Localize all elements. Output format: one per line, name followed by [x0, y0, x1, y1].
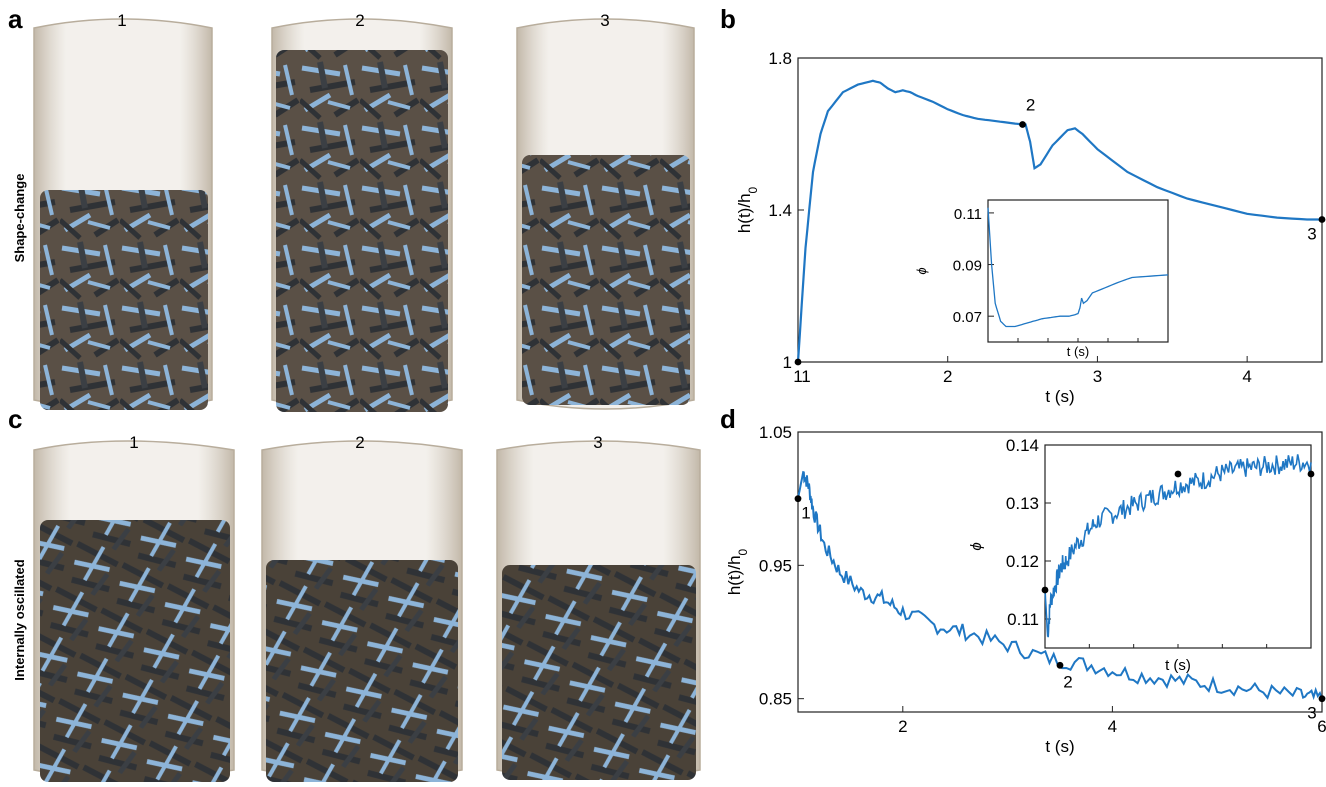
- d-inset-ytick-label: 0.13: [1006, 494, 1039, 513]
- b-inset-ytick-label: 0.09: [953, 258, 982, 275]
- column-label-c2: 2: [355, 433, 364, 452]
- column-label-c3: 3: [593, 433, 602, 452]
- panel-label-b: b: [720, 4, 736, 34]
- b-main-series-line: [796, 79, 1322, 363]
- d-inset-xlabel: t (s): [1165, 657, 1191, 674]
- container-c1: [33, 440, 235, 782]
- row-label-shape-change: Shape-change: [12, 174, 27, 263]
- row-label-internally-oscillated: Internally oscillated: [12, 559, 27, 680]
- d-main-ytick-label: 0.85: [759, 690, 792, 709]
- d-main-marker-label: 3: [1307, 704, 1316, 723]
- d-inset-ylabel: ϕ: [968, 542, 985, 550]
- b-main-xtick-label: 1: [793, 367, 802, 386]
- panel-label-d: d: [720, 404, 736, 434]
- d-main-xlabel: t (s): [1045, 737, 1074, 756]
- chart-b-inset-phi: 0.07 0.09 0.11 t (s) ϕ: [914, 199, 1169, 359]
- rod-pile-c3: [502, 565, 696, 780]
- d-inset-marker: [1041, 586, 1049, 594]
- d-main-ytick-label: 1.05: [759, 423, 792, 442]
- rod-pile-c2: [266, 560, 458, 782]
- b-main-marker: [1318, 216, 1326, 223]
- container-a3: [516, 18, 695, 410]
- b-inset-ylabel: ϕ: [914, 267, 929, 274]
- b-main-marker-label: 2: [1026, 96, 1035, 115]
- b-inset-ytick-label: 0.11: [954, 206, 982, 223]
- b-main-marker-label: 3: [1307, 225, 1316, 244]
- b-main-ytick-label: 1.8: [768, 49, 792, 68]
- b-main-ylabel: h(t)/h0: [735, 186, 760, 233]
- b-inset-xlabel: t (s): [1067, 344, 1089, 359]
- b-main-marker: [794, 358, 802, 366]
- d-inset-series-line: [1044, 454, 1312, 638]
- b-main-xlabel: t (s): [1045, 387, 1074, 406]
- b-inset-series-line: [987, 207, 1169, 328]
- d-main-ytick-label: 0.95: [759, 556, 792, 575]
- d-main-xtick-label: 2: [898, 717, 907, 736]
- rod-pile-a3: [522, 155, 690, 405]
- column-label-a1: 1: [117, 11, 126, 30]
- b-main-marker: [1019, 121, 1026, 128]
- column-label-a3: 3: [600, 11, 609, 30]
- b-main-ytick-label: 1: [783, 353, 792, 372]
- panel-label-a: a: [8, 4, 23, 34]
- container-a2: [271, 18, 453, 412]
- container-c2: [261, 440, 463, 782]
- chart-d-inset-phi: 0.11 0.12 0.13 0.14 t (s) ϕ: [968, 436, 1315, 674]
- b-inset-plot-area: [987, 199, 1169, 343]
- d-main-marker: [1318, 695, 1326, 703]
- d-main-series-line: [797, 470, 1323, 701]
- d-inset-ytick-label: 0.14: [1006, 436, 1039, 455]
- container-a1: [33, 18, 213, 410]
- d-main-marker: [1056, 661, 1064, 669]
- d-inset-marker: [1174, 470, 1182, 478]
- panel-label-c: c: [8, 404, 22, 434]
- b-main-marker-label: 1: [801, 367, 810, 386]
- d-inset-marker: [1307, 470, 1315, 478]
- rod-pile-a1: [40, 190, 208, 410]
- rod-pile-c1: [40, 520, 230, 782]
- b-main-xtick-label: 2: [943, 367, 952, 386]
- b-main-xtick-label: 3: [1093, 367, 1102, 386]
- d-inset-plot-area: [1044, 444, 1312, 649]
- d-main-marker: [794, 495, 802, 503]
- column-label-a2: 2: [355, 11, 364, 30]
- d-main-ylabel: h(t)/h0: [725, 548, 750, 595]
- rod-pile-a2: [276, 50, 448, 412]
- d-main-xtick-label: 4: [1108, 717, 1117, 736]
- container-c3: [496, 440, 701, 780]
- d-main-marker-label: 2: [1063, 672, 1072, 691]
- b-main-ytick-label: 1.4: [768, 201, 792, 220]
- b-main-xtick-label: 4: [1242, 367, 1251, 386]
- d-main-marker-label: 1: [801, 504, 810, 523]
- b-inset-ytick-label: 0.07: [953, 309, 982, 326]
- d-main-xtick-label: 6: [1317, 717, 1326, 736]
- column-label-c1: 1: [129, 433, 138, 452]
- d-inset-ytick-label: 0.11: [1007, 610, 1039, 629]
- d-inset-ytick-label: 0.12: [1006, 552, 1039, 571]
